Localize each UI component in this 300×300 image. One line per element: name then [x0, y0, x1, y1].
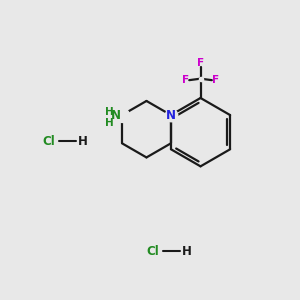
- Text: F: F: [182, 75, 189, 85]
- Text: H: H: [105, 118, 114, 128]
- Text: Cl: Cl: [147, 244, 159, 258]
- Text: H: H: [105, 106, 114, 116]
- Text: F: F: [197, 58, 204, 68]
- Text: F: F: [212, 75, 220, 85]
- Text: H: H: [78, 135, 88, 148]
- Text: N: N: [166, 109, 176, 122]
- Text: N: N: [110, 109, 121, 122]
- Text: Cl: Cl: [43, 135, 55, 148]
- Text: H: H: [182, 244, 192, 258]
